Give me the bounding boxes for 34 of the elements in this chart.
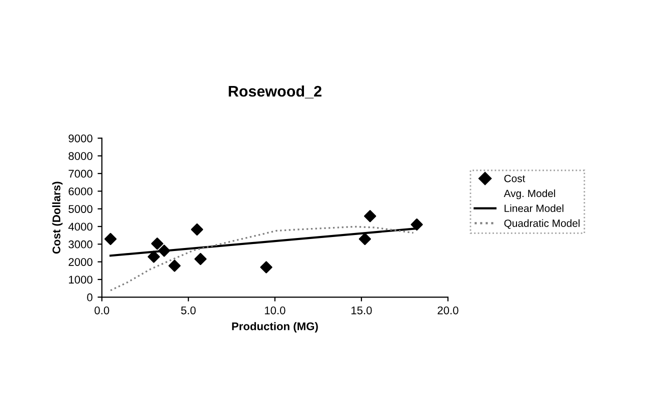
point bbox=[190, 223, 204, 236]
line-series bbox=[110, 226, 414, 292]
x-tick-label: 10.0 bbox=[264, 306, 286, 314]
y-tick-label: 6000 bbox=[68, 187, 92, 196]
text: Avg. Model bbox=[504, 189, 556, 200]
point bbox=[194, 252, 207, 266]
point bbox=[151, 238, 164, 250]
point bbox=[158, 244, 170, 257]
y-tick-label: 8000 bbox=[68, 152, 92, 160]
x-tick-label: 15.0 bbox=[351, 306, 372, 314]
point bbox=[104, 232, 117, 246]
x-tick-label: 20.0 bbox=[438, 306, 458, 314]
point bbox=[260, 261, 272, 274]
y-tick-label: 3000 bbox=[68, 240, 92, 248]
y-tick-label: 2000 bbox=[68, 258, 92, 266]
x-tick-label: 0.0 bbox=[94, 306, 110, 314]
chart-title: Rosewood_2 bbox=[228, 85, 322, 98]
y-tick-label: 0 bbox=[87, 293, 92, 302]
y-tick-label: 7000 bbox=[68, 170, 92, 178]
point bbox=[358, 232, 371, 246]
x-axis-title: Production (MG) bbox=[232, 322, 318, 332]
point bbox=[364, 210, 376, 222]
y-tick-label: 9000 bbox=[68, 134, 92, 142]
legend-label: Linear Model bbox=[504, 204, 564, 212]
y-tick-label: 5000 bbox=[68, 205, 92, 213]
legend-label: Quadratic Model bbox=[504, 219, 580, 229]
y-axis-title: Cost (Dollars) bbox=[52, 182, 63, 254]
point bbox=[168, 260, 181, 272]
point bbox=[148, 250, 160, 263]
legend-label: Cost bbox=[504, 174, 526, 182]
x-tick-label: 5.0 bbox=[181, 306, 196, 314]
point bbox=[410, 218, 423, 231]
y-tick-label: 4000 bbox=[68, 222, 92, 231]
y-tick-label: 1000 bbox=[68, 276, 92, 284]
